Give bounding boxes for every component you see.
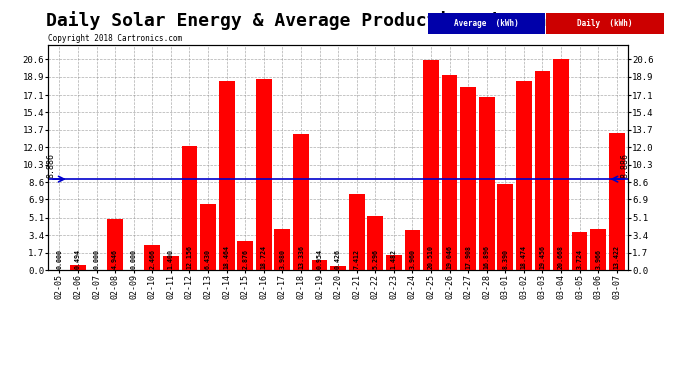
Text: 3.980: 3.980: [279, 249, 286, 270]
Text: 0.494: 0.494: [75, 249, 81, 270]
Text: 2.466: 2.466: [149, 249, 155, 270]
Text: 3.966: 3.966: [595, 249, 601, 270]
Bar: [442, 75, 457, 270]
Bar: [144, 245, 160, 270]
Bar: [163, 256, 179, 270]
Bar: [423, 60, 439, 270]
Bar: [590, 230, 606, 270]
Text: Daily Solar Energy & Average Production Thu Mar 8 17:54: Daily Solar Energy & Average Production …: [46, 11, 644, 30]
Bar: [479, 97, 495, 270]
Text: 0.000: 0.000: [57, 249, 63, 270]
Bar: [460, 87, 476, 270]
Bar: [312, 260, 328, 270]
Bar: [237, 241, 253, 270]
Text: 0.426: 0.426: [335, 249, 341, 270]
Text: 12.156: 12.156: [186, 246, 193, 270]
Bar: [609, 133, 624, 270]
Bar: [553, 58, 569, 270]
Text: 18.464: 18.464: [224, 246, 230, 270]
Text: Average  (kWh): Average (kWh): [454, 19, 519, 28]
Bar: [256, 78, 272, 270]
Text: 13.336: 13.336: [298, 246, 304, 270]
Bar: [331, 266, 346, 270]
Text: 6.430: 6.430: [205, 249, 211, 270]
Text: 7.412: 7.412: [354, 249, 359, 270]
Text: 13.422: 13.422: [613, 246, 620, 270]
Text: Copyright 2018 Cartronics.com: Copyright 2018 Cartronics.com: [48, 34, 182, 43]
Text: Daily  (kWh): Daily (kWh): [578, 19, 633, 28]
Bar: [275, 229, 290, 270]
Bar: [497, 184, 513, 270]
Bar: [107, 219, 123, 270]
Bar: [181, 146, 197, 270]
Bar: [200, 204, 216, 270]
Text: 19.046: 19.046: [446, 246, 453, 270]
Bar: [516, 81, 532, 270]
Text: 20.510: 20.510: [428, 246, 434, 270]
Text: 16.896: 16.896: [484, 246, 490, 270]
Text: 0.954: 0.954: [317, 249, 322, 270]
Text: 5.296: 5.296: [372, 249, 378, 270]
Text: 8.390: 8.390: [502, 249, 509, 270]
Text: 20.668: 20.668: [558, 246, 564, 270]
Text: 17.908: 17.908: [465, 246, 471, 270]
Bar: [404, 230, 420, 270]
Text: 18.474: 18.474: [521, 246, 527, 270]
Text: 3.960: 3.960: [409, 249, 415, 270]
Bar: [293, 134, 309, 270]
Text: 18.724: 18.724: [261, 246, 267, 270]
Text: 0.000: 0.000: [94, 249, 99, 270]
Text: 3.724: 3.724: [577, 249, 582, 270]
Bar: [70, 265, 86, 270]
Text: 1.400: 1.400: [168, 249, 174, 270]
Text: 1.482: 1.482: [391, 249, 397, 270]
Bar: [572, 232, 587, 270]
Text: 8.886: 8.886: [46, 153, 55, 178]
Text: 4.946: 4.946: [112, 249, 118, 270]
Text: 19.456: 19.456: [540, 246, 546, 270]
Text: 8.886: 8.886: [620, 153, 629, 178]
Bar: [367, 216, 383, 270]
Bar: [348, 194, 364, 270]
Text: 0.000: 0.000: [130, 249, 137, 270]
Bar: [219, 81, 235, 270]
Text: 2.876: 2.876: [242, 249, 248, 270]
Bar: [535, 71, 551, 270]
Bar: [386, 255, 402, 270]
